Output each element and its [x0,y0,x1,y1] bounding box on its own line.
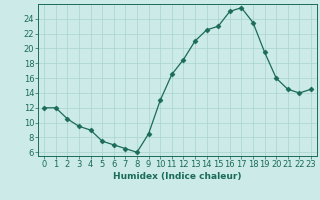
X-axis label: Humidex (Indice chaleur): Humidex (Indice chaleur) [113,172,242,181]
